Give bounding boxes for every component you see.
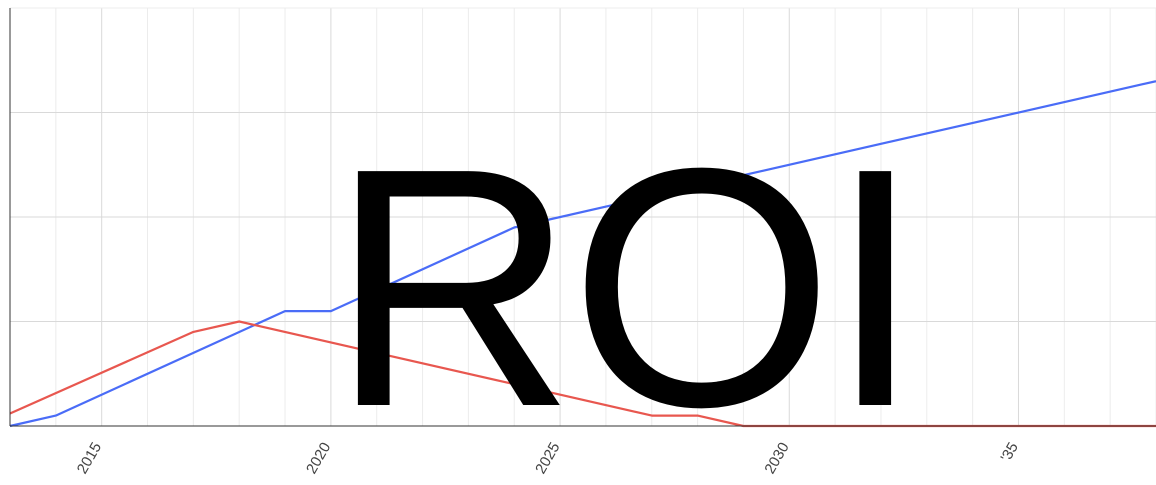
x-tick-label: '35 bbox=[997, 440, 1022, 465]
x-tick-label: 2015 bbox=[74, 440, 105, 477]
roi-overlay-text: ROI bbox=[330, 98, 922, 478]
axes bbox=[9, 8, 1156, 427]
series-line-1 bbox=[9, 80, 1156, 428]
